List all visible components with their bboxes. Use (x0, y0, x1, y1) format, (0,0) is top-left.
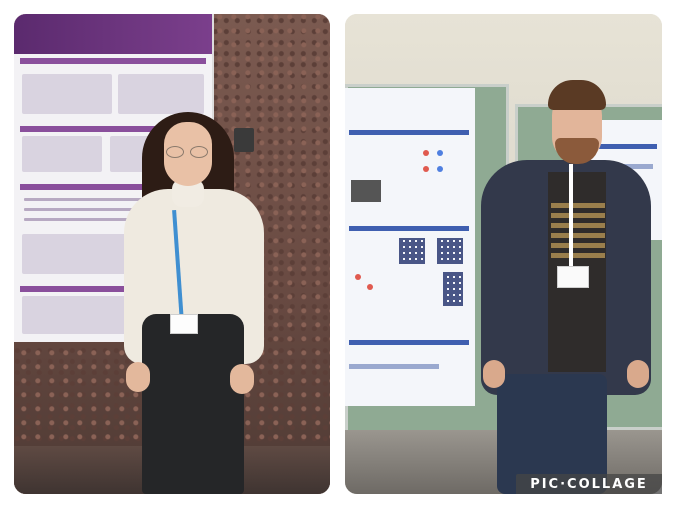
data-marker (423, 166, 429, 172)
dark-pants (142, 314, 244, 494)
hand (230, 364, 254, 394)
poster-figure (22, 74, 112, 114)
poster-section-bar (20, 58, 206, 64)
left-photo (14, 14, 330, 494)
hand (483, 360, 505, 388)
poster-section-bar (349, 226, 469, 231)
poster-figure (118, 74, 204, 114)
poster-figure (351, 180, 381, 202)
data-marker (367, 284, 373, 290)
hand (126, 362, 150, 392)
data-marker (355, 274, 361, 280)
poster-text-line (24, 218, 189, 221)
poster-figure (22, 136, 102, 172)
hair (548, 80, 606, 110)
name-badge (170, 314, 198, 334)
data-marker (437, 166, 443, 172)
poster-text-line (24, 208, 174, 211)
name-badge (557, 266, 589, 288)
data-marker (437, 150, 443, 156)
poster-banner (14, 14, 212, 54)
shirt-print (551, 200, 605, 258)
poster-heatmap (399, 238, 425, 264)
watermark-label: PIC·COLLAGE (516, 474, 662, 494)
poster-section-bar (20, 286, 206, 292)
poster-section-bar (593, 144, 657, 149)
poster-section-bar (20, 184, 206, 190)
poster-text-line (349, 364, 439, 369)
poster-section-bar (349, 130, 469, 135)
data-marker (423, 150, 429, 156)
poster-section-bar (20, 126, 206, 132)
hand (627, 360, 649, 388)
research-poster-right (345, 88, 475, 406)
poster-section-bar (349, 340, 469, 345)
poster-heatmap (443, 272, 463, 306)
right-photo (345, 14, 662, 494)
poster-heatmap (437, 238, 463, 264)
lanyard (569, 164, 573, 269)
glasses-icon (166, 146, 210, 158)
poster-text-line (24, 198, 194, 201)
wall-switch (234, 128, 254, 152)
